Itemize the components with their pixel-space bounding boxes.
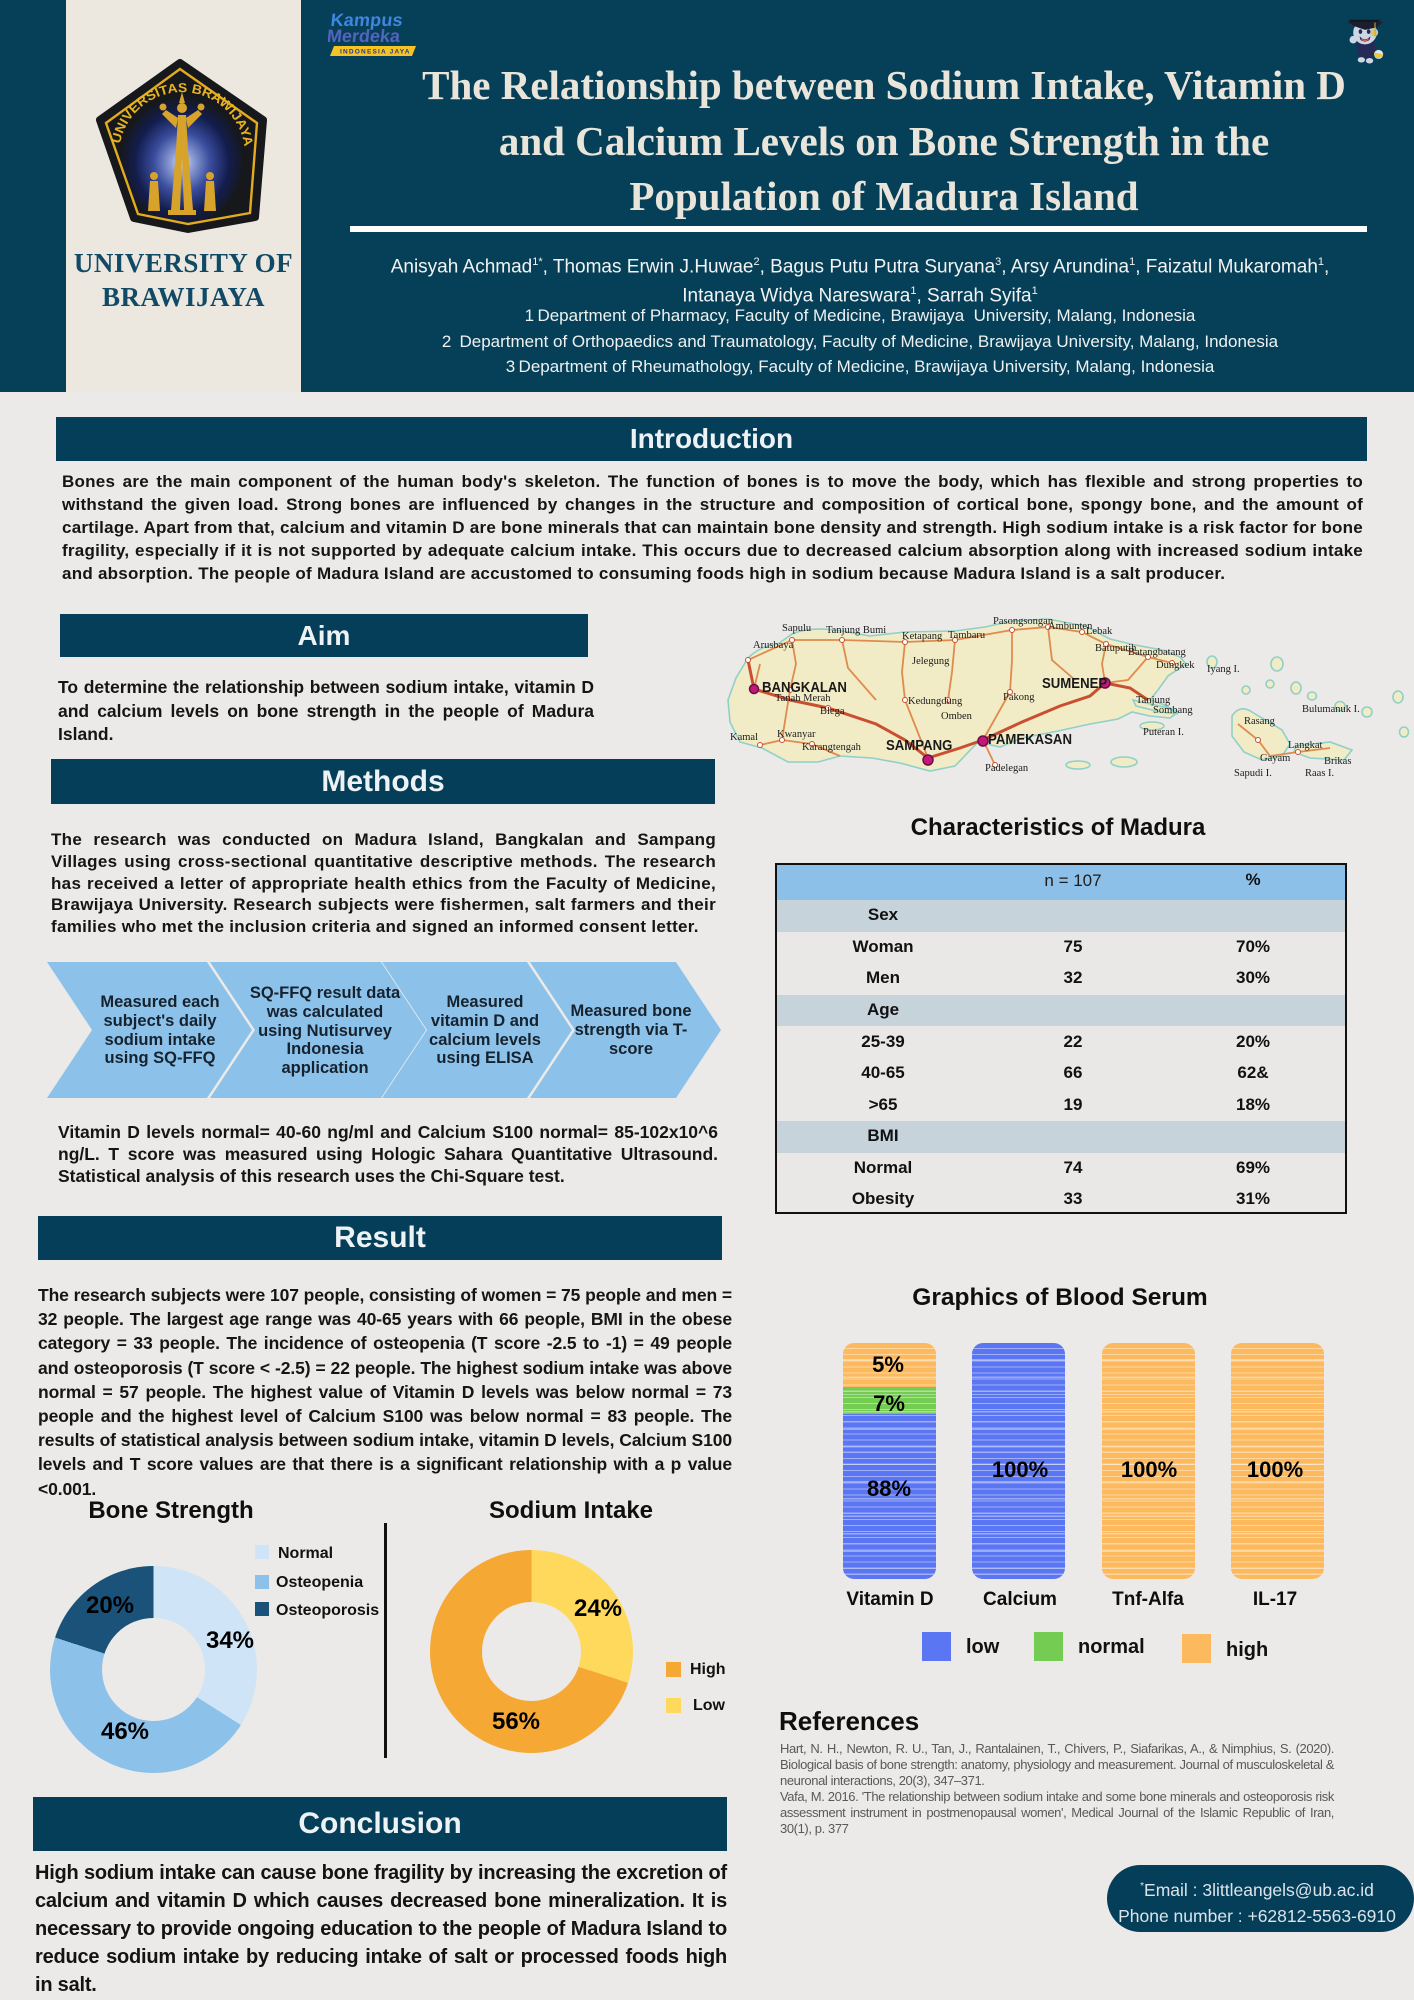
svg-text:Langkat: Langkat — [1288, 740, 1322, 751]
svg-text:Pakong: Pakong — [1003, 692, 1035, 703]
svg-text:Batuputih: Batuputih — [1095, 643, 1137, 654]
svg-text:Ketapang: Ketapang — [902, 631, 943, 642]
svg-text:Arusbaya: Arusbaya — [753, 640, 794, 651]
svg-text:Puteran I.: Puteran I. — [1143, 727, 1184, 738]
svg-text:Kamal: Kamal — [730, 732, 758, 743]
svg-text:SUMENEP: SUMENEP — [1042, 674, 1107, 691]
svg-text:INDONESIA JAYA: INDONESIA JAYA — [340, 49, 411, 56]
svg-text:Lebak: Lebak — [1086, 626, 1113, 637]
svg-text:Brikas: Brikas — [1324, 756, 1351, 767]
svg-text:Ambunten: Ambunten — [1048, 621, 1093, 632]
svg-text:Padelegan: Padelegan — [985, 763, 1029, 774]
svg-text:Batangbatang: Batangbatang — [1128, 647, 1186, 658]
svg-text:Bulumanuk I.: Bulumanuk I. — [1302, 704, 1360, 715]
svg-text:Gayam: Gayam — [1260, 753, 1290, 764]
svg-text:Omben: Omben — [941, 711, 973, 722]
svg-text:Sapulu: Sapulu — [782, 623, 812, 634]
svg-text:Rasang: Rasang — [1244, 716, 1276, 727]
svg-text:SAMPANG: SAMPANG — [886, 736, 952, 753]
svg-text:Tanjung Bumi: Tanjung Bumi — [826, 625, 886, 636]
svg-text:Kedungdung: Kedungdung — [908, 696, 963, 707]
svg-text:Tambaru: Tambaru — [948, 630, 986, 641]
svg-text:Jelegung: Jelegung — [912, 656, 950, 667]
svg-text:Iyang I.: Iyang I. — [1207, 664, 1240, 675]
svg-text:Blega: Blega — [820, 706, 845, 717]
svg-text:Pasongsongan: Pasongsongan — [993, 616, 1054, 627]
svg-text:Raas I.: Raas I. — [1305, 768, 1334, 779]
svg-text:Tanjung: Tanjung — [1136, 695, 1171, 706]
svg-text:Merdeka: Merdeka — [328, 26, 402, 46]
svg-text:Karangtengah: Karangtengah — [802, 742, 862, 753]
svg-text:Sapudi I.: Sapudi I. — [1234, 768, 1272, 779]
svg-text:BANGKALAN: BANGKALAN — [762, 678, 847, 695]
svg-text:Dungkek: Dungkek — [1156, 660, 1195, 671]
svg-text:Tanah Merah: Tanah Merah — [775, 693, 831, 704]
svg-text:Kampus: Kampus — [330, 10, 404, 30]
svg-text:PAMEKASAN: PAMEKASAN — [988, 730, 1072, 747]
svg-text:Sombang: Sombang — [1153, 705, 1193, 716]
svg-text:Kwanyar: Kwanyar — [777, 729, 816, 740]
